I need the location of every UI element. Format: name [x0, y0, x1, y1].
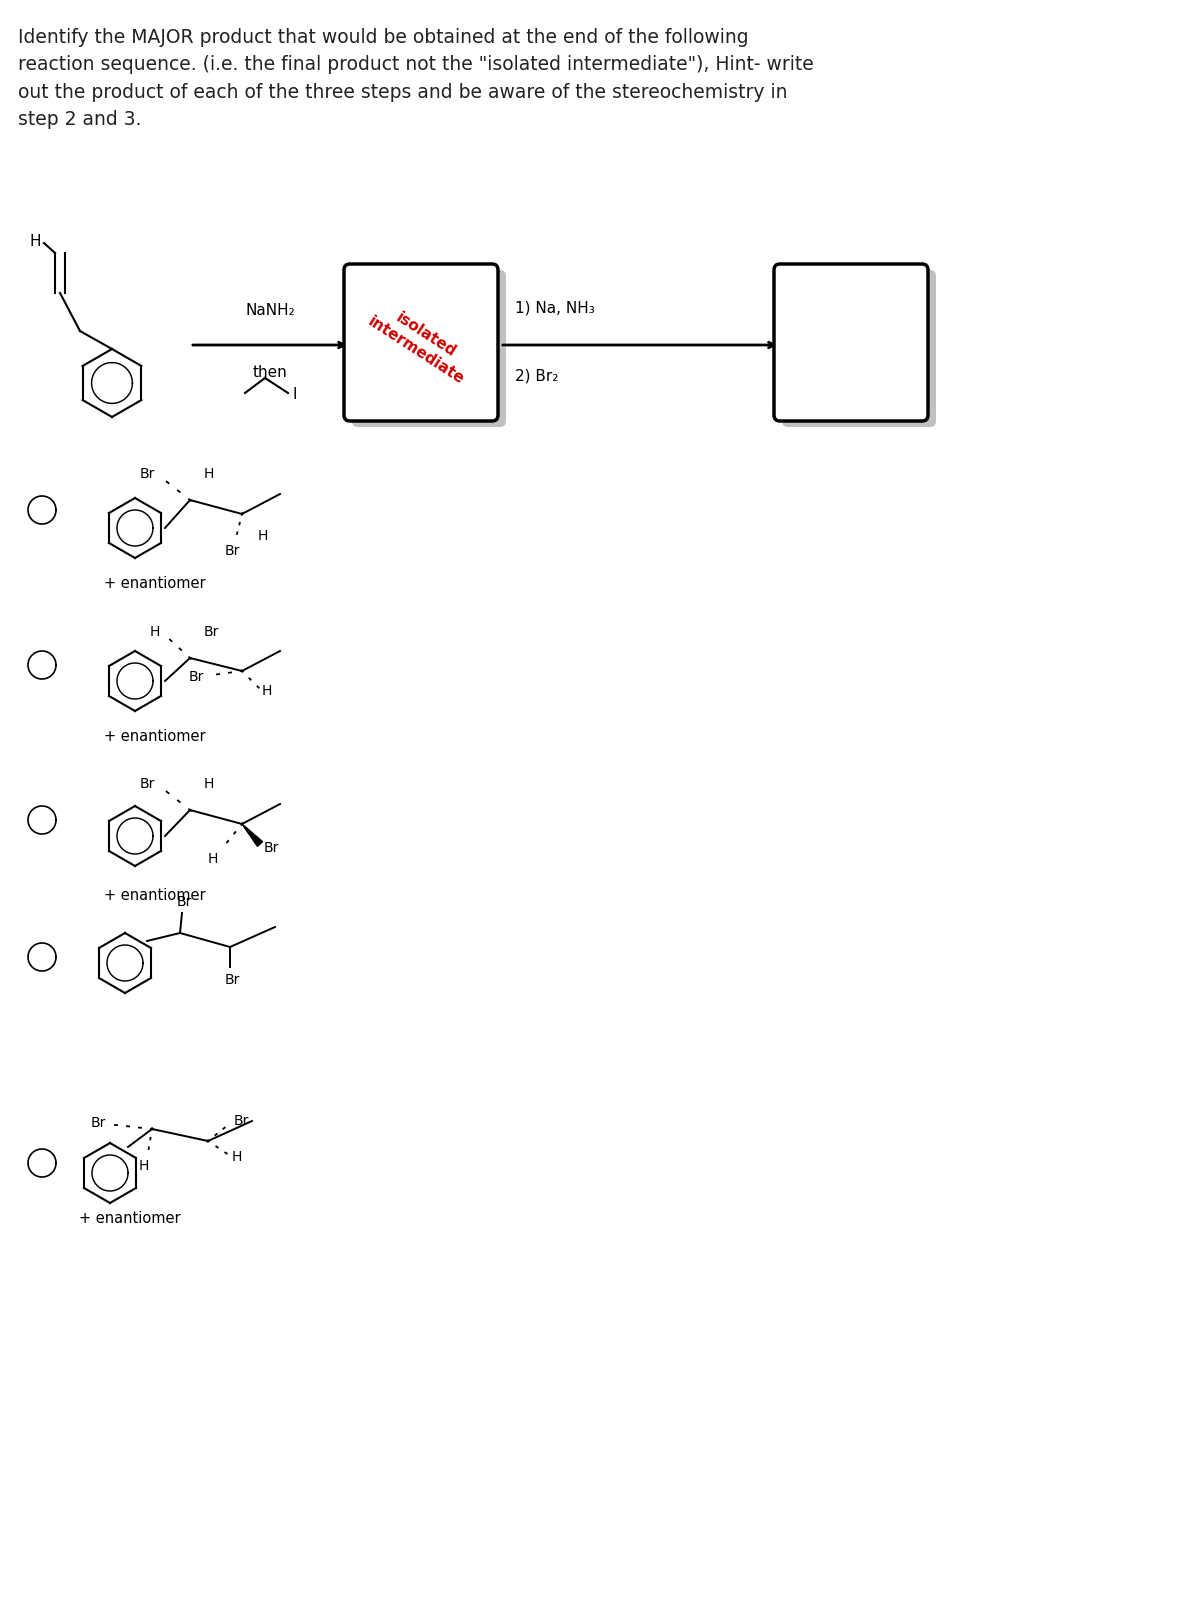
Text: + enantiomer: + enantiomer: [104, 575, 206, 592]
Text: 1) Na, NH₃: 1) Na, NH₃: [515, 300, 595, 316]
Text: Br: Br: [234, 1114, 250, 1129]
Text: Identify the MAJOR product that would be obtained at the end of the following
re: Identify the MAJOR product that would be…: [18, 27, 814, 128]
Text: Br: Br: [91, 1116, 106, 1130]
Text: Br: Br: [176, 894, 192, 909]
Text: I: I: [292, 386, 296, 401]
Text: H: H: [262, 684, 272, 697]
Text: H: H: [204, 466, 215, 481]
Text: H: H: [258, 529, 269, 543]
FancyBboxPatch shape: [774, 264, 928, 422]
Text: + enantiomer: + enantiomer: [79, 1210, 181, 1226]
Text: + enantiomer: + enantiomer: [104, 729, 206, 744]
Text: H: H: [150, 625, 160, 640]
Text: Br: Br: [224, 543, 240, 558]
Text: Br: Br: [224, 973, 240, 987]
Text: Br: Br: [139, 777, 155, 790]
Text: isolated
intermediate: isolated intermediate: [365, 298, 476, 388]
FancyBboxPatch shape: [344, 264, 498, 422]
Text: H: H: [139, 1159, 149, 1173]
Text: 2) Br₂: 2) Br₂: [515, 369, 558, 383]
FancyBboxPatch shape: [352, 269, 506, 426]
Text: then: then: [253, 365, 287, 380]
Text: H: H: [29, 234, 41, 248]
Text: H: H: [204, 777, 215, 790]
Polygon shape: [242, 824, 263, 846]
Text: NaNH₂: NaNH₂: [245, 303, 295, 317]
Text: Br: Br: [264, 842, 280, 854]
Text: H: H: [232, 1149, 242, 1164]
Text: H: H: [208, 853, 218, 866]
Text: Br: Br: [188, 670, 204, 684]
Text: + enantiomer: + enantiomer: [104, 888, 206, 902]
Text: Br: Br: [204, 625, 220, 640]
Text: Br: Br: [139, 466, 155, 481]
FancyBboxPatch shape: [782, 269, 936, 426]
